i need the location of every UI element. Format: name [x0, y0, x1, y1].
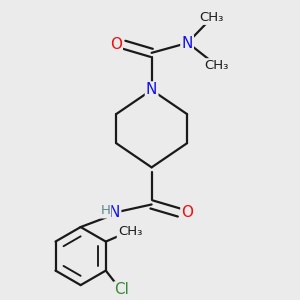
- Text: N: N: [146, 82, 157, 98]
- Text: O: O: [110, 37, 122, 52]
- Text: CH₃: CH₃: [118, 225, 142, 238]
- Text: CH₃: CH₃: [199, 11, 224, 24]
- Text: N: N: [182, 36, 193, 51]
- Text: CH₃: CH₃: [204, 59, 228, 72]
- Text: O: O: [182, 205, 194, 220]
- Text: H: H: [100, 204, 110, 218]
- Text: Cl: Cl: [115, 282, 129, 297]
- Text: N: N: [109, 205, 120, 220]
